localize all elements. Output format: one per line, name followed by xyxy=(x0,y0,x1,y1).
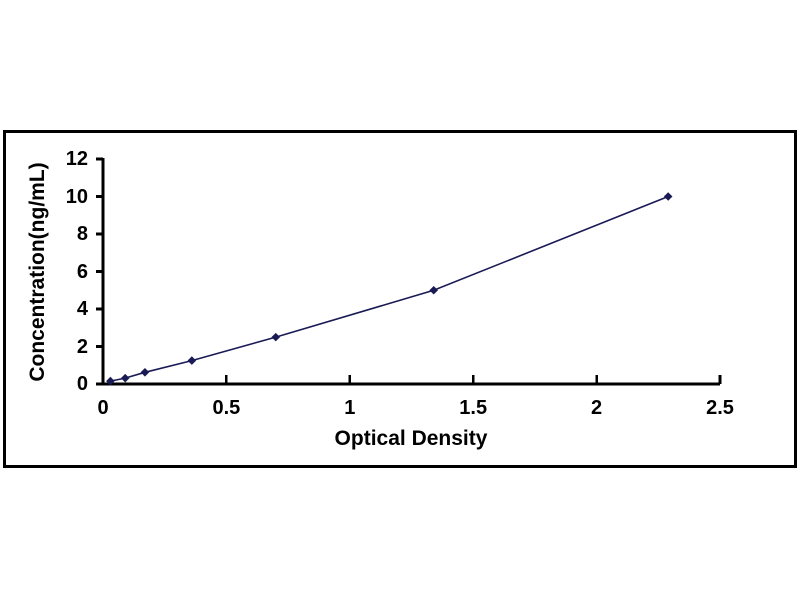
axes-group xyxy=(96,157,722,386)
data-point-marker xyxy=(187,356,197,365)
chart-frame xyxy=(3,130,797,468)
data-point-marker xyxy=(429,285,439,295)
data-series-group xyxy=(106,192,673,386)
y-axis-title: Concentration(ng/mL) xyxy=(26,162,49,382)
data-point-marker xyxy=(140,367,150,377)
data-point-marker xyxy=(271,332,281,342)
data-point-marker xyxy=(106,376,115,386)
x-axis-title: Optical Density xyxy=(334,427,488,450)
data-line xyxy=(110,195,669,382)
data-point-marker xyxy=(120,373,130,383)
data-point-marker xyxy=(663,192,673,201)
